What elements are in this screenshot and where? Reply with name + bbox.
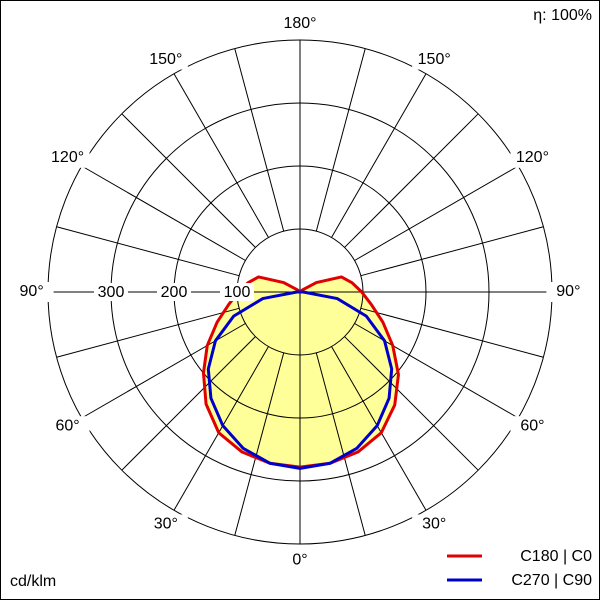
angle-label: 150° xyxy=(418,51,451,68)
angle-label: 30° xyxy=(422,516,446,533)
spoke xyxy=(315,48,366,232)
spoke xyxy=(344,113,479,248)
angle-label-bg xyxy=(45,147,90,168)
spoke xyxy=(234,48,285,232)
legend-label: C180 | C0 xyxy=(520,548,592,565)
ring-label-bg xyxy=(94,283,128,301)
angle-label: 30° xyxy=(154,516,178,533)
spoke xyxy=(56,226,240,277)
angle-label-bg xyxy=(9,282,54,302)
curve xyxy=(299,275,400,469)
unit-label: cd/klm xyxy=(10,573,56,590)
angle-label: 90° xyxy=(556,283,580,300)
spoke xyxy=(331,346,427,511)
spoke xyxy=(173,73,269,238)
angle-label: 120° xyxy=(516,149,549,166)
angle-label-bg xyxy=(412,514,457,535)
spoke xyxy=(331,73,427,238)
angle-label: 60° xyxy=(520,417,544,434)
curves: 100 200 300 0° 30° 30° 60° 60° 90° 90° 120° 120° 150… xyxy=(9,13,591,571)
angle-label-bg xyxy=(278,13,322,34)
spoke xyxy=(354,165,519,261)
angle-label: 180° xyxy=(283,15,316,32)
angle-label: 0° xyxy=(292,552,307,569)
spoke xyxy=(173,346,269,511)
spoke xyxy=(56,307,240,358)
angle-label: 120° xyxy=(51,149,84,166)
angle-label: 150° xyxy=(149,51,182,68)
curve-area xyxy=(300,292,392,469)
spoke xyxy=(360,226,544,277)
ring-label-bg xyxy=(220,283,254,301)
spoke xyxy=(344,336,479,471)
ring-label-bg xyxy=(157,283,191,301)
spoke xyxy=(360,307,544,358)
spoke xyxy=(81,165,246,261)
angle-label-bg xyxy=(546,282,591,302)
efficiency: η: 100% xyxy=(533,7,592,24)
spoke xyxy=(315,352,366,536)
ring-label: 300 xyxy=(98,284,125,301)
angle-label-bg xyxy=(45,416,90,437)
curve xyxy=(299,290,394,470)
ring-label: 200 xyxy=(161,284,188,301)
spoke xyxy=(121,113,256,248)
fills xyxy=(203,276,399,469)
angle-label-bg xyxy=(510,416,555,437)
angle-label-bg xyxy=(510,147,555,168)
curve xyxy=(201,275,301,469)
angle-label-bg xyxy=(412,49,457,70)
spoke xyxy=(121,336,256,471)
spoke xyxy=(234,352,285,536)
curve-area xyxy=(208,292,300,469)
angle-label: 90° xyxy=(20,283,44,300)
angle-label-bg xyxy=(143,49,188,70)
legend-label: C270 | C90 xyxy=(511,572,592,589)
curve xyxy=(206,290,301,470)
ring-label: 100 xyxy=(224,284,251,301)
angle-label: 60° xyxy=(55,417,79,434)
angle-label-bg xyxy=(278,550,322,571)
angle-label-bg xyxy=(143,514,188,535)
